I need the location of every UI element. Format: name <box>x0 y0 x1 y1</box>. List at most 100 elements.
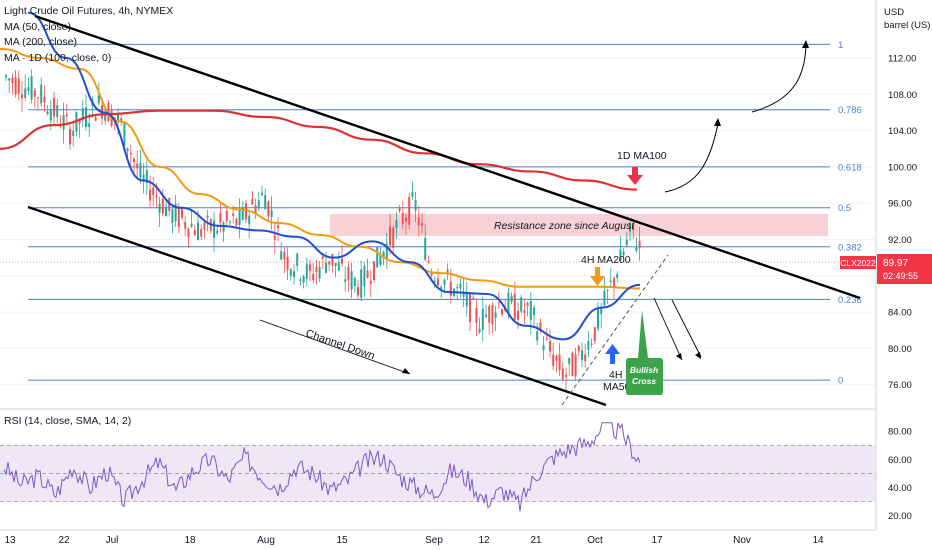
unit-currency: USD <box>884 7 905 18</box>
candle-body <box>264 195 267 210</box>
candle-body <box>219 213 222 223</box>
candle-body <box>168 197 171 211</box>
candle-body <box>440 286 443 290</box>
candle-body <box>152 187 155 196</box>
candle-body <box>376 246 379 268</box>
candle-body <box>577 345 580 352</box>
candle-body <box>30 75 33 100</box>
candle-body <box>43 96 46 103</box>
ma200-4h-label: 4H MA200 <box>581 254 631 266</box>
candle-body <box>542 345 545 350</box>
candle-body <box>216 230 219 234</box>
candle-body <box>411 192 414 197</box>
candle-body <box>600 306 603 315</box>
rsi-tick-label: 40.00 <box>888 483 912 494</box>
candle-body <box>427 260 430 262</box>
candle-body <box>145 169 148 183</box>
candle-body <box>286 256 289 270</box>
candle-body <box>315 266 318 272</box>
candle-body <box>142 174 145 181</box>
candle-body <box>72 130 75 136</box>
candle-body <box>430 272 433 276</box>
candle-body <box>193 230 196 236</box>
unit-barrel: barrel (US) <box>884 20 931 31</box>
candle-body <box>206 215 209 218</box>
time-tick-label: 18 <box>184 535 196 546</box>
candle-body <box>485 314 487 317</box>
fib-label: 0.786 <box>838 105 862 116</box>
projection-curve-2 <box>751 44 807 113</box>
candle-body <box>229 221 231 223</box>
candle-body <box>353 277 356 287</box>
candle-body <box>254 205 257 215</box>
candle-body <box>65 114 68 117</box>
candle-body <box>510 295 513 302</box>
candle-body <box>587 340 590 350</box>
candle-body <box>136 163 139 169</box>
candle-body <box>81 108 84 121</box>
candle-body <box>616 274 619 278</box>
candle-body <box>609 280 612 283</box>
legend-ma50: MA (50, close) <box>4 20 72 33</box>
candle-body <box>398 208 401 211</box>
candle-body <box>424 238 427 260</box>
candle-body <box>360 269 363 298</box>
candle-body <box>104 112 107 121</box>
orange-down-arrow-icon <box>590 267 605 286</box>
price-tick-label: 76.00 <box>888 380 912 391</box>
time-tick-label: Sep <box>425 535 443 546</box>
fib-label: 0 <box>838 376 843 387</box>
candle-body <box>139 162 142 178</box>
candle-body <box>21 94 23 99</box>
candle-body <box>305 264 308 279</box>
candle-body <box>501 309 503 315</box>
candle-body <box>126 147 129 152</box>
candle-body <box>283 251 286 260</box>
time-tick-label: 15 <box>336 535 348 546</box>
candle-body <box>245 203 247 220</box>
candle-body <box>321 256 324 259</box>
candle-body <box>328 261 331 265</box>
candle-body <box>174 203 177 222</box>
time-tick-label: Aug <box>257 535 275 546</box>
projection-curve <box>664 123 719 193</box>
fib-label: 1 <box>838 40 843 51</box>
rsi-tick-label: 60.00 <box>888 455 912 466</box>
candle-body <box>392 227 395 248</box>
candle-body <box>251 198 254 205</box>
candle-body <box>8 78 11 81</box>
current-price-value: 89.97 <box>883 258 908 269</box>
candle-body <box>120 118 123 121</box>
time-tick-label: 22 <box>58 535 70 546</box>
time-tick-label: 14 <box>812 535 824 546</box>
down-path-2 <box>671 299 702 358</box>
candle-body <box>507 292 510 314</box>
candle-body <box>433 280 436 282</box>
channel-upper-line <box>34 14 861 300</box>
candle-body <box>78 119 81 124</box>
candle-body <box>161 198 164 214</box>
candle-body <box>11 77 14 83</box>
channel-down-arrow <box>259 319 411 375</box>
candle-body <box>622 251 625 256</box>
candle-body <box>379 255 382 265</box>
candle-body <box>325 262 327 273</box>
candlesticks <box>5 69 641 391</box>
candle-body <box>149 189 151 201</box>
candle-body <box>603 290 606 306</box>
candle-body <box>597 308 599 329</box>
candle-body <box>520 297 523 312</box>
candle-body <box>235 218 238 226</box>
candle-body <box>331 254 334 266</box>
candle-body <box>27 86 30 91</box>
ma-200-line <box>0 47 641 290</box>
candle-body <box>385 243 388 259</box>
time-tick-label: Oct <box>587 535 603 546</box>
candle-body <box>277 225 279 229</box>
candle-body <box>405 217 407 222</box>
moving-averages <box>0 11 641 341</box>
candle-body <box>488 306 491 323</box>
candle-body <box>523 310 526 313</box>
candle-body <box>267 201 270 217</box>
candle-body <box>129 152 132 155</box>
